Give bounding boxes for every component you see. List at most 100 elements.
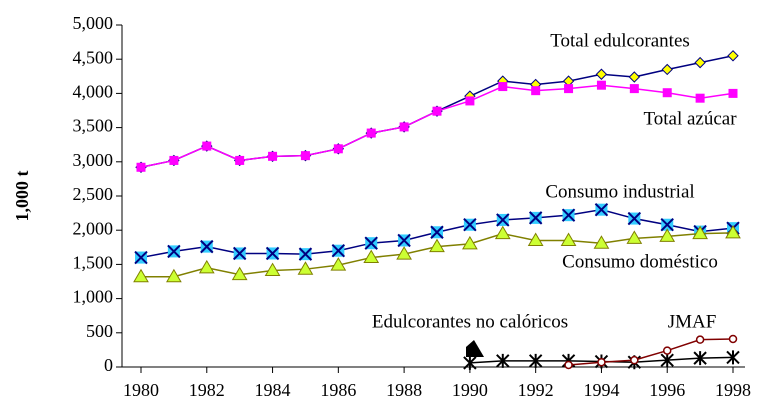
series-line (568, 338, 734, 366)
x-tick-label: 1990 (452, 380, 488, 400)
marker (692, 225, 708, 240)
marker (232, 246, 247, 261)
marker-x (265, 246, 280, 261)
marker (593, 235, 610, 249)
marker (560, 232, 577, 246)
marker-x (528, 211, 543, 225)
marker (297, 261, 314, 275)
x-tick-label: 1994 (583, 380, 619, 400)
marker (728, 88, 738, 98)
marker (366, 128, 376, 138)
marker (166, 268, 182, 283)
marker (333, 144, 343, 154)
marker (695, 93, 705, 103)
marker (626, 230, 643, 244)
series-label: Edulcorantes no calóricos (372, 311, 568, 332)
y-tick-label: 0 (104, 355, 113, 375)
y-tick-label: 1,000 (73, 287, 114, 307)
marker (628, 71, 641, 83)
marker (202, 141, 212, 151)
y-tick-label: 3,000 (73, 150, 114, 170)
marker (136, 162, 146, 172)
marker (564, 84, 574, 94)
marker (662, 88, 672, 98)
series-label: Total edulcorantes (550, 30, 690, 51)
marker (528, 353, 543, 368)
marker (432, 106, 442, 116)
marker (660, 218, 674, 232)
marker (465, 96, 475, 106)
marker (200, 239, 214, 254)
marker (330, 257, 347, 271)
marker (496, 353, 510, 368)
x-tick-label: 1982 (189, 380, 225, 400)
marker (363, 249, 380, 264)
marker (235, 155, 245, 165)
marker (564, 360, 573, 370)
marker-x (364, 236, 378, 250)
marker (498, 82, 508, 92)
marker-x (167, 244, 181, 259)
marker (169, 155, 179, 165)
marker (726, 350, 740, 365)
marker (630, 355, 639, 365)
x-tick-label: 1998 (715, 380, 751, 400)
marker (134, 250, 148, 265)
marker (399, 122, 409, 132)
y-tick-label: 1,500 (73, 253, 114, 273)
x-tick-label: 1988 (386, 380, 422, 400)
marker (198, 259, 215, 274)
y-tick-label: 2,000 (73, 218, 114, 238)
marker (597, 357, 606, 367)
marker-x (200, 239, 214, 254)
marker-x (331, 244, 346, 258)
marker (364, 236, 378, 250)
marker (300, 151, 310, 161)
marker (595, 68, 608, 80)
marker (397, 233, 411, 248)
marker-x (594, 202, 609, 217)
marker (629, 84, 639, 94)
y-tick-label: 3,500 (73, 116, 114, 136)
marker (561, 208, 576, 222)
marker (429, 238, 445, 253)
marker-x (134, 250, 148, 265)
x-tick-label: 1984 (255, 380, 291, 400)
marker (693, 351, 707, 366)
marker (462, 235, 478, 250)
y-axis-label: 1,000 t (12, 171, 32, 222)
series-label: Total azúcar (643, 108, 737, 129)
x-tick-label: 1986 (320, 380, 356, 400)
x-tick-label: 1992 (518, 380, 554, 400)
marker (496, 213, 510, 227)
y-tick-label: 5,000 (73, 13, 114, 33)
y-tick-label: 500 (86, 321, 113, 341)
marker-x (397, 233, 411, 248)
x-tick-label: 1980 (123, 380, 159, 400)
marker-x (430, 225, 444, 239)
marker (494, 225, 511, 240)
marker-x (298, 247, 313, 261)
marker (695, 335, 705, 344)
series-label: Consumo industrial (545, 181, 694, 202)
marker (265, 246, 280, 261)
arrow-head (466, 340, 484, 357)
marker (264, 262, 281, 277)
marker (694, 56, 706, 69)
series-label: JMAF (668, 311, 717, 332)
marker (463, 218, 477, 232)
marker (531, 86, 541, 96)
marker (727, 50, 739, 62)
marker (594, 202, 609, 217)
marker (661, 63, 673, 76)
marker (596, 80, 606, 90)
y-tick-label: 4,500 (73, 47, 114, 67)
marker (728, 334, 738, 344)
marker-x (660, 218, 674, 232)
marker (331, 244, 346, 258)
marker (528, 211, 543, 225)
series-label: Consumo doméstico (562, 251, 718, 272)
marker-x (232, 246, 247, 261)
marker (396, 246, 412, 260)
marker (627, 211, 642, 226)
